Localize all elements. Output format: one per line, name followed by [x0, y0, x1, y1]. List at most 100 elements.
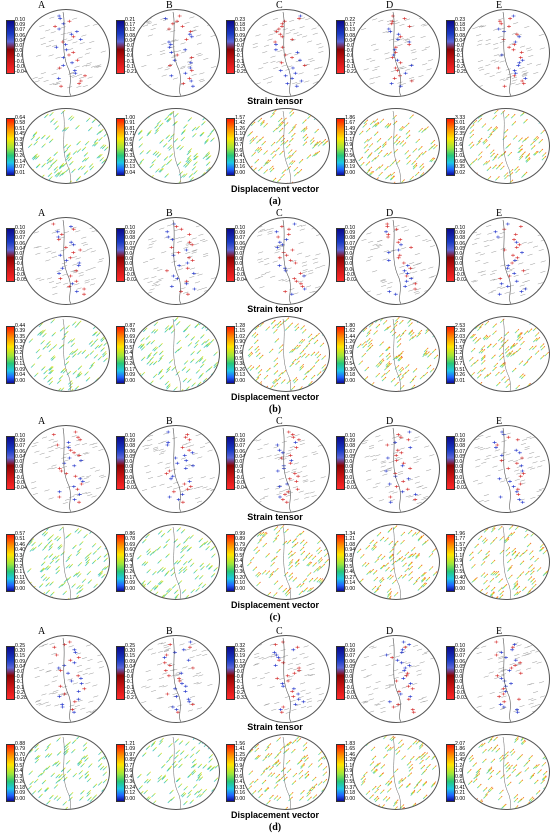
strain-glyph [520, 293, 526, 296]
displacement-arrow [56, 796, 62, 802]
strain-cross [190, 666, 195, 670]
strain-glyph [85, 64, 91, 67]
displacement-arrow [373, 118, 379, 124]
strain-cross [394, 227, 399, 231]
displacement-arrow [88, 340, 94, 345]
displacement-arrow [492, 330, 497, 336]
displacement-arrow [196, 349, 202, 355]
displacement-arrow [258, 793, 263, 799]
strain-glyph [367, 255, 373, 258]
strain-cross [397, 689, 402, 693]
colorbar-tick-label: 0.03 [125, 256, 136, 263]
displacement-arrow [421, 541, 427, 546]
displacement-arrow [539, 745, 544, 750]
strain-glyph [276, 60, 282, 63]
displacement-arrow [48, 347, 54, 353]
strain-cross [77, 453, 82, 457]
displacement-arrow [468, 356, 474, 362]
colorbar-tick-label: 0.79 [235, 142, 246, 149]
strain-cross [400, 648, 405, 652]
strain-glyph [35, 252, 41, 255]
strain-glyph [270, 55, 276, 58]
strain-glyph [303, 645, 309, 648]
displacement-arrow [183, 360, 189, 365]
strain-cross [179, 227, 184, 231]
strain-glyph [196, 682, 202, 685]
strain-glyph [264, 263, 270, 266]
strain-cross [405, 671, 410, 675]
strain-glyph [33, 643, 39, 646]
displacement-arrow [424, 539, 429, 545]
colorbar-tick-label: -0.01 [235, 266, 247, 273]
displacement-arrow [489, 591, 495, 596]
strain-cross [186, 697, 191, 701]
displacement-arrow [45, 765, 51, 771]
displacement-arrow [513, 591, 519, 597]
displacement-arrow [474, 324, 480, 330]
displacement-arrow [398, 319, 404, 325]
strain-glyph [164, 68, 170, 71]
displacement-arrow [173, 138, 179, 143]
displacement-arrow [359, 161, 365, 167]
strain-glyph [54, 704, 60, 707]
strain-glyph [263, 62, 269, 65]
displacement-arrow [417, 536, 423, 542]
strain-glyph [191, 649, 198, 652]
displacement-arrow [322, 378, 327, 383]
strain-glyph [428, 276, 434, 279]
displacement-arrow [429, 368, 435, 373]
displacement-arrow [207, 744, 213, 750]
displacement-arrow [153, 321, 159, 327]
strain-glyph [424, 46, 430, 49]
displacement-map [22, 316, 110, 392]
strain-glyph [267, 232, 273, 235]
displacement-arrow [298, 159, 304, 164]
colorbar-tick-label: 0.78 [235, 768, 246, 775]
strain-cross [514, 245, 519, 249]
colorbar-ticks: 0.10 0.09 0.08 0.07 0.05 0.04 0.03 0.02 0.01 -0.0… [455, 433, 467, 490]
colorbar-tick-label: -0.25 [455, 69, 467, 76]
strain-glyph [408, 283, 414, 286]
strain-glyph [257, 234, 263, 237]
strain-cross [162, 656, 167, 660]
strain-cross [388, 495, 393, 499]
displacement-arrow [372, 546, 377, 551]
displacement-arrow [190, 769, 196, 774]
colorbar-tick-label: 0.05 [345, 663, 356, 670]
strain-glyph [378, 439, 384, 442]
displacement-arrow [178, 758, 183, 763]
displacement-arrow [322, 367, 327, 372]
colorbar-tick-label: 0.26 [15, 779, 26, 786]
displacement-arrow [408, 571, 413, 576]
displacement-arrow [470, 347, 476, 353]
strain-glyph [527, 241, 533, 244]
displacement-arrow [163, 156, 169, 161]
strain-cross [398, 238, 403, 242]
strain-glyph [527, 645, 533, 648]
displacement-arrow [422, 781, 427, 787]
displacement-arrow [256, 373, 262, 379]
strain-cross [393, 66, 398, 70]
displacement-arrow [288, 160, 294, 165]
displacement-arrow [373, 330, 378, 335]
panel-label: B [166, 626, 173, 637]
strain-glyph [367, 497, 373, 500]
strain-glyph [203, 255, 209, 258]
displacement-arrow [206, 540, 212, 546]
displacement-row-title: Displacement vector [230, 810, 320, 820]
colorbar-tick-label: -0.11 [455, 53, 467, 60]
displacement-arrow [299, 363, 304, 369]
colorbar-tick-label: 0.43 [125, 350, 136, 357]
displacement-arrow [77, 548, 82, 553]
displacement-arrow [473, 386, 479, 391]
strain-glyph [494, 677, 500, 680]
displacement-arrow [208, 754, 214, 759]
strain-glyph [472, 231, 478, 234]
fault-trace [172, 318, 181, 391]
strain-cross [174, 225, 179, 229]
displacement-arrow [213, 527, 219, 532]
strain-glyph [538, 681, 545, 684]
strain-glyph [477, 482, 483, 485]
strain-cross [274, 30, 279, 34]
strain-cross [277, 240, 282, 244]
